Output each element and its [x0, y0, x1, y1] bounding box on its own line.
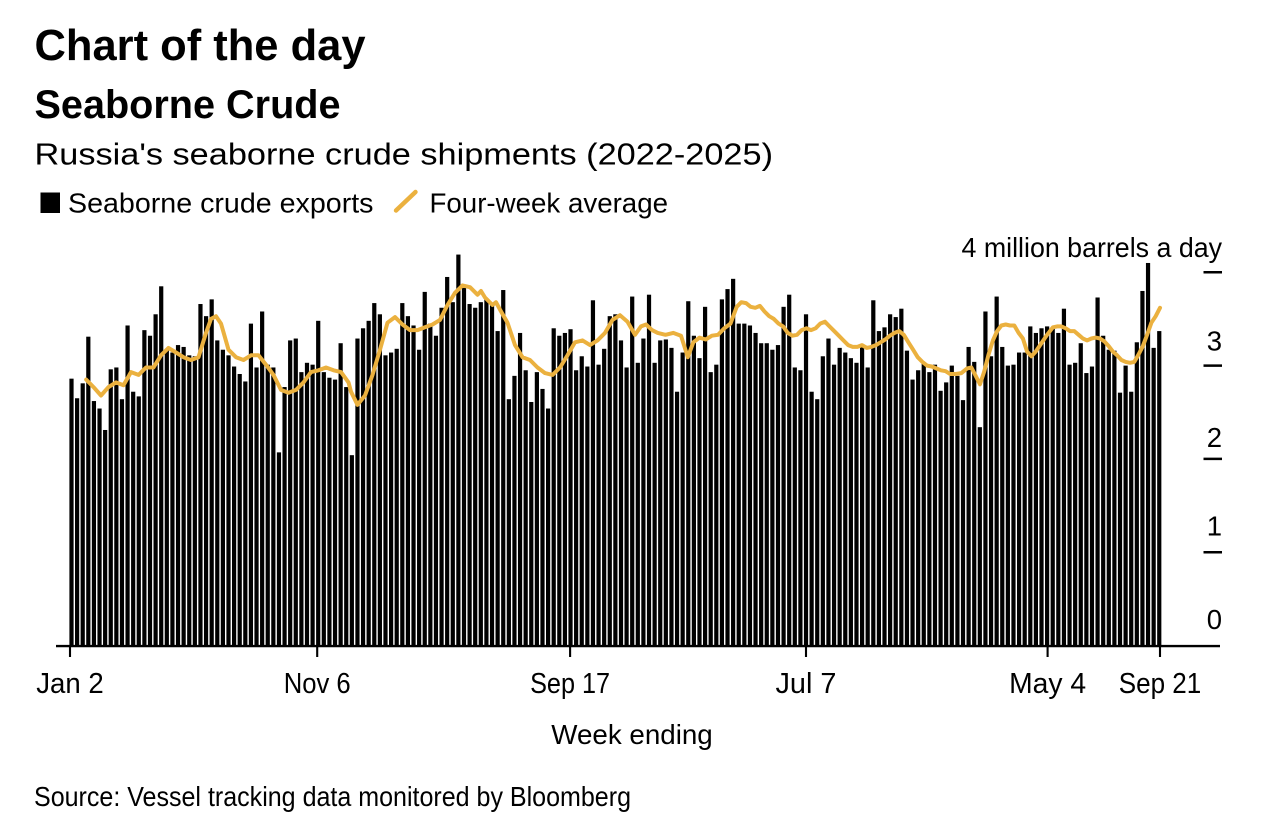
svg-text:Jul 7: Jul 7	[776, 668, 837, 700]
svg-text:Four-week average: Four-week average	[430, 188, 669, 219]
svg-text:Nov 6: Nov 6	[284, 668, 351, 700]
svg-text:Russia's seaborne crude shipme: Russia's seaborne crude shipments (2022-…	[35, 137, 774, 172]
svg-text:Chart of the day: Chart of the day	[35, 21, 367, 70]
svg-text:Sep 21: Sep 21	[1119, 668, 1202, 700]
svg-text:Week ending: Week ending	[551, 719, 713, 750]
svg-text:Seaborne crude exports: Seaborne crude exports	[68, 188, 374, 219]
svg-text:0: 0	[1207, 604, 1222, 635]
svg-text:Sep 17: Sep 17	[530, 668, 610, 700]
svg-text:4 million barrels a day: 4 million barrels a day	[962, 232, 1223, 263]
svg-text:3: 3	[1207, 325, 1222, 356]
svg-text:May 4: May 4	[1009, 668, 1086, 700]
svg-text:Source: Vessel tracking data m: Source: Vessel tracking data monitored b…	[34, 781, 631, 812]
svg-text:Jan 2: Jan 2	[36, 668, 104, 700]
svg-text:1: 1	[1207, 510, 1222, 541]
svg-text:2: 2	[1207, 422, 1222, 453]
svg-text:Seaborne Crude: Seaborne Crude	[35, 83, 341, 127]
